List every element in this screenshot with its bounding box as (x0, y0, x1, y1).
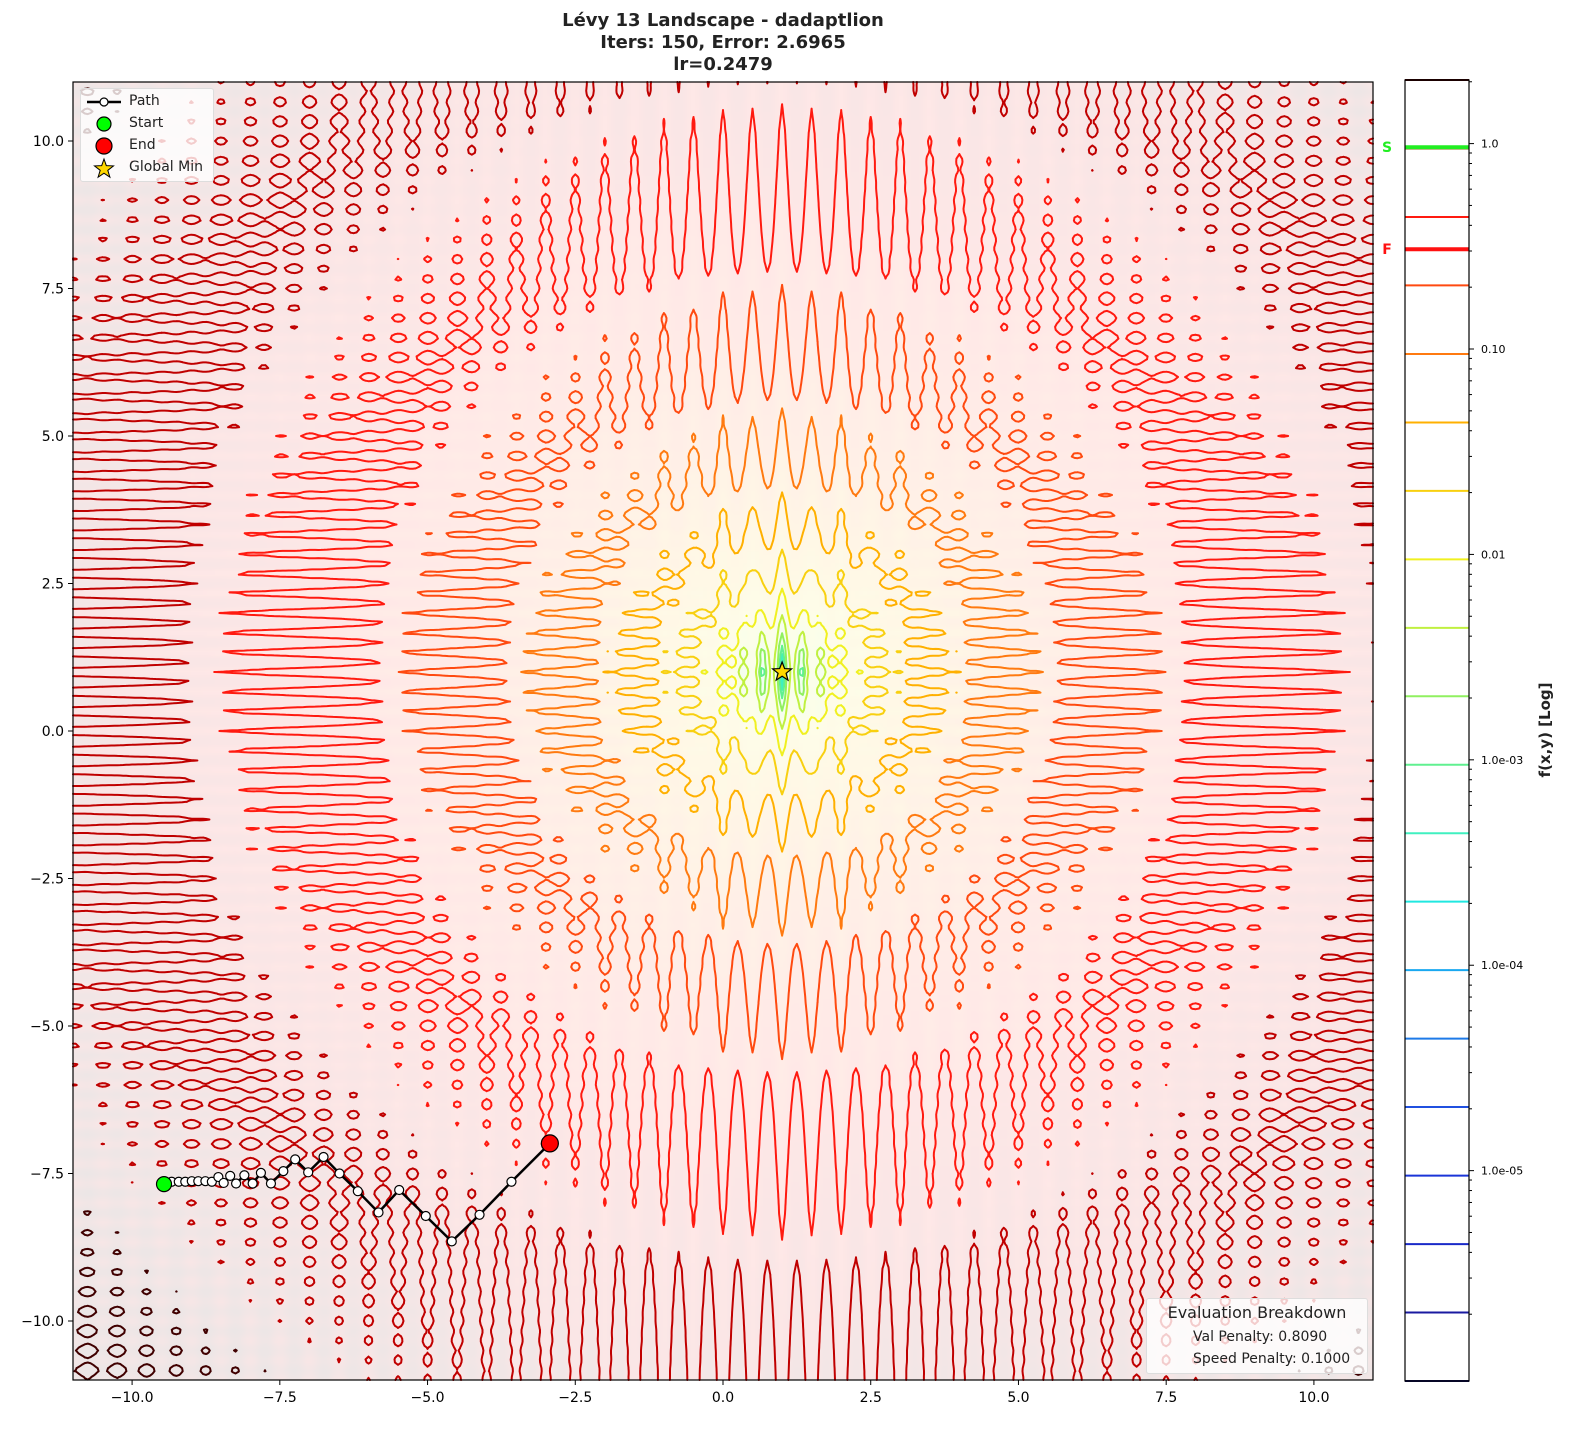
path-point (225, 1170, 236, 1181)
chart-title-line-2: Iters: 150, Error: 2.6965 (600, 32, 846, 53)
chart-title-line-3: lr=0.2479 (673, 54, 773, 75)
x-tick-label: 7.5 (1155, 1390, 1177, 1406)
end-marker (540, 1134, 559, 1153)
global-min-star (770, 660, 794, 682)
x-tick-label: −10.0 (111, 1390, 154, 1406)
x-tick-label: 10.0 (1298, 1390, 1329, 1406)
colorbar-tick-label: 1.0 (1481, 138, 1499, 151)
path-point (394, 1184, 405, 1196)
evaluation-title: Evaluation Breakdown (1167, 1303, 1347, 1322)
contour-level-12 (700, 587, 864, 757)
optimizer-path (155, 660, 794, 1247)
contour-level-11 (737, 614, 827, 730)
path-point (474, 1209, 485, 1220)
path-point (218, 1177, 229, 1189)
contour-level-15 (520, 407, 1044, 937)
path-point (290, 1154, 301, 1165)
legend-label: End (129, 137, 156, 153)
path-point (278, 1166, 289, 1177)
legend-item-end: End (81, 135, 213, 157)
colorbar-marker-label: F (1382, 242, 1392, 258)
green-circle-icon (96, 116, 112, 132)
legend-item-start: Start (81, 113, 213, 135)
contour-level-17 (213, 103, 1351, 1241)
path-point (247, 1178, 258, 1189)
chart-title-line-1: Lévy 13 Landscape - dadaptlion (562, 10, 884, 31)
x-tick-label: −5.0 (411, 1390, 445, 1406)
legend-label: Global Min (129, 159, 203, 175)
path-point (334, 1168, 345, 1179)
x-tick-label: 2.5 (860, 1390, 882, 1406)
colorbar-tick-label: 1.0e-04 (1481, 959, 1523, 972)
path-line-icon (87, 97, 121, 107)
legend-item-global-min: Global Min (81, 157, 213, 179)
y-axis: 10.0 7.5 5.0 2.5 0.0 −2.5 −5.0 −7.5 −10.0 (21, 134, 73, 1330)
evaluation-breakdown-box: Evaluation Breakdown Val Penalty: 0.8090… (1146, 1298, 1368, 1374)
y-tick-label: 5.0 (42, 429, 64, 445)
y-tick-label: −2.5 (30, 872, 64, 888)
colorbar: S F 1.0 0.10 0.01 1.0e-03 1.0e-04 1.0e-05 (1382, 79, 1523, 1382)
contour-level-10 (758, 632, 807, 712)
x-axis: −10.0 −7.5 −5.0 −2.5 0.0 2.5 5.0 7.5 10.0 (111, 1380, 1329, 1406)
path-point (230, 1178, 242, 1189)
y-tick-label: 2.5 (42, 577, 64, 593)
y-tick-label: 0.0 (42, 724, 64, 740)
x-tick-label: 5.0 (1007, 1390, 1029, 1406)
legend-label: Path (129, 93, 160, 109)
y-tick-label: −5.0 (30, 1019, 64, 1035)
path-point (255, 1167, 267, 1179)
path-point (318, 1151, 329, 1163)
path-point (373, 1207, 384, 1218)
colorbar-frame (1404, 79, 1470, 1382)
path-point (303, 1167, 314, 1178)
path-point (265, 1178, 277, 1189)
contour-level-14 (602, 491, 962, 853)
speed-penalty: Speed Penalty: 0.1000 (1193, 1351, 1351, 1367)
x-tick-label: −2.5 (558, 1390, 592, 1406)
colorbar-tick-label: 1.0e-03 (1481, 754, 1523, 767)
colorbar-tick-label: 0.01 (1481, 548, 1506, 561)
colorbar-marker-label: S (1382, 140, 1392, 156)
y-tick-label: 10.0 (33, 134, 64, 150)
colorbar-tick-label: 1.0e-05 (1481, 1165, 1523, 1178)
red-circle-icon (95, 137, 113, 155)
path-point (446, 1236, 457, 1247)
colorbar-tick-label: 0.10 (1481, 343, 1506, 356)
colorbar-background (1405, 80, 1469, 1381)
x-tick-label: 0.0 (712, 1390, 734, 1406)
y-tick-label: −10.0 (21, 1314, 64, 1330)
legend: Path Start End Global Min (80, 88, 214, 182)
legend-label: Start (129, 115, 164, 131)
contour-level-13 (660, 548, 904, 796)
path-point (506, 1176, 517, 1187)
colorbar-label: f(x,y) [Log] (1536, 682, 1554, 778)
path-point (352, 1186, 363, 1197)
y-tick-label: 7.5 (42, 282, 64, 298)
path-point (420, 1210, 431, 1222)
contour-level-16 (397, 283, 1167, 1061)
x-tick-label: −7.5 (263, 1390, 297, 1406)
star-icon (93, 157, 115, 179)
val-penalty: Val Penalty: 0.8090 (1193, 1329, 1328, 1345)
path-point (239, 1170, 250, 1181)
y-tick-label: −7.5 (30, 1167, 64, 1183)
start-marker (155, 1176, 173, 1193)
legend-item-path: Path (81, 91, 213, 113)
contours (72, 81, 1374, 1381)
